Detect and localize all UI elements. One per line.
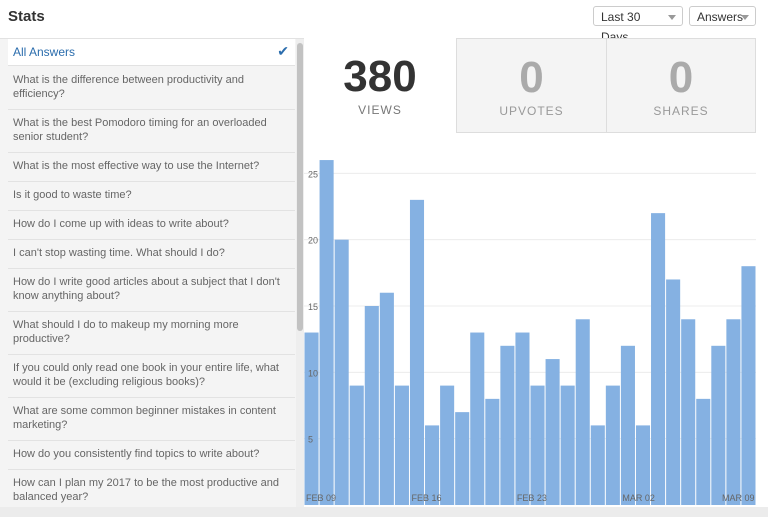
sidebar-item[interactable]: How do I come up with ideas to write abo… — [8, 211, 295, 240]
chart-bar[interactable] — [319, 160, 334, 506]
chart-bar[interactable] — [726, 319, 741, 505]
sidebar-item[interactable]: How can I plan my 2017 to be the most pr… — [8, 470, 295, 509]
sidebar-item-label: How can I plan my 2017 to be the most pr… — [13, 477, 279, 503]
chart-bar[interactable] — [455, 412, 470, 505]
chart-bar[interactable] — [364, 306, 379, 505]
sidebar-item-label: What is the difference between productiv… — [13, 74, 244, 100]
views-stat[interactable]: 380 VIEWS — [304, 38, 456, 133]
sidebar-item-label: How do I write good articles about a sub… — [13, 276, 280, 302]
chart-bar[interactable] — [425, 425, 440, 505]
checkmark-icon: ✔ — [277, 43, 289, 59]
y-tick-label: 20 — [308, 236, 318, 246]
chart-bar[interactable] — [334, 239, 349, 505]
chart-bar[interactable] — [394, 385, 409, 505]
chart-bar[interactable] — [409, 199, 425, 505]
shares-count: 0 — [668, 53, 694, 102]
chart-bar[interactable] — [605, 385, 620, 505]
upvotes-count: 0 — [519, 53, 544, 102]
sidebar-item-label: I can't stop wasting time. What should I… — [13, 247, 225, 259]
sidebar-item[interactable]: What is the best Pomodoro timing for an … — [8, 110, 295, 153]
page-footer-strip — [0, 507, 768, 517]
answers-sidebar: All Answers ✔ What is the difference bet… — [0, 38, 304, 509]
sidebar-item[interactable]: What are some common beginner mistakes i… — [8, 398, 295, 441]
shares-stat[interactable]: 0 SHARES — [606, 38, 756, 133]
chart-bar[interactable] — [500, 345, 515, 505]
chart-bar[interactable] — [741, 266, 756, 505]
x-tick-label: FEB 23 — [517, 493, 547, 503]
chart-bar[interactable] — [575, 319, 590, 505]
y-tick-label: 10 — [308, 368, 318, 378]
chart-bar[interactable] — [711, 345, 726, 505]
chart-bar[interactable] — [696, 398, 711, 505]
y-tick-label: 25 — [308, 169, 318, 179]
sidebar-item-label: Is it good to waste time? — [13, 189, 132, 201]
shares-label: SHARES — [653, 104, 709, 118]
sidebar-item-label: How do you consistently find topics to w… — [13, 448, 260, 460]
chart-bar[interactable] — [635, 425, 651, 505]
content-type-value: Answers — [697, 10, 744, 24]
chevron-down-icon — [741, 15, 749, 20]
sidebar-item-label: If you could only read one book in your … — [13, 362, 279, 388]
scrollbar-thumb[interactable] — [297, 43, 303, 331]
chart-bar[interactable] — [485, 398, 500, 505]
chart-bar[interactable] — [304, 332, 319, 505]
chart-bar[interactable] — [515, 332, 530, 505]
chart-bar[interactable] — [666, 279, 681, 505]
sidebar-item-label: What is the most effective way to use th… — [13, 160, 260, 172]
sidebar-item[interactable]: How do I write good articles about a sub… — [8, 269, 295, 312]
page-title: Stats — [8, 8, 45, 25]
upvotes-label: UPVOTES — [499, 104, 564, 118]
x-tick-label: MAR 09 — [722, 493, 755, 503]
sidebar-item[interactable]: Is it good to waste time? — [8, 182, 295, 211]
header: Stats Last 30 Days Answers — [0, 0, 768, 44]
stats-summary: 380 VIEWS 0 UPVOTES 0 SHARES — [304, 38, 756, 133]
sidebar-item[interactable]: What is the most effective way to use th… — [8, 153, 295, 182]
chart-bar[interactable] — [590, 425, 605, 505]
views-count: 380 — [343, 52, 417, 101]
sidebar-item[interactable]: How do you consistently find topics to w… — [8, 441, 295, 470]
views-label: VIEWS — [358, 103, 402, 117]
views-bar-chart: 5 10 15 20 25 FEB 09 FEB 16 FEB 23 MAR 02 MAR 09 — [304, 160, 756, 506]
upvotes-stat[interactable]: 0 UPVOTES — [456, 38, 606, 133]
chart-bar[interactable] — [681, 319, 696, 505]
sidebar-item-label: How do I come up with ideas to write abo… — [13, 218, 229, 230]
sidebar-item[interactable]: If you could only read one book in your … — [8, 355, 295, 398]
sidebar-item[interactable]: I can't stop wasting time. What should I… — [8, 240, 295, 269]
sidebar-item-label: All Answers — [13, 45, 76, 59]
sidebar-scrollbar[interactable] — [296, 39, 304, 509]
sidebar-item[interactable]: What is the difference between productiv… — [8, 67, 295, 110]
chart-bar[interactable] — [440, 385, 455, 505]
sidebar-item-label: What should I do to makeup my morning mo… — [13, 319, 239, 345]
x-tick-label: FEB 09 — [306, 493, 336, 503]
chart-bar[interactable] — [620, 345, 635, 505]
sidebar-item-label: What are some common beginner mistakes i… — [13, 405, 276, 431]
x-tick-label: FEB 16 — [411, 493, 441, 503]
chevron-down-icon — [668, 15, 676, 20]
content-type-select[interactable]: Answers — [689, 6, 756, 26]
chart-bar[interactable] — [545, 359, 560, 505]
chart-bar[interactable] — [349, 385, 364, 505]
views-chart: 5 10 15 20 25 FEB 09 FEB 16 FEB 23 MAR 02 MAR 09 — [304, 145, 756, 507]
y-tick-label: 15 — [308, 302, 318, 312]
sidebar-item-all-answers[interactable]: All Answers ✔ — [8, 39, 295, 66]
chart-bar[interactable] — [379, 292, 394, 505]
y-tick-label: 5 — [308, 435, 313, 445]
x-tick-label: MAR 02 — [622, 493, 655, 503]
chart-bar[interactable] — [560, 385, 575, 505]
chart-bar[interactable] — [651, 213, 666, 505]
chart-bar[interactable] — [470, 332, 485, 505]
sidebar-item-label: What is the best Pomodoro timing for an … — [13, 117, 267, 143]
sidebar-item[interactable]: What should I do to makeup my morning mo… — [8, 312, 295, 355]
date-range-select[interactable]: Last 30 Days — [593, 6, 683, 44]
chart-bar[interactable] — [530, 385, 545, 505]
